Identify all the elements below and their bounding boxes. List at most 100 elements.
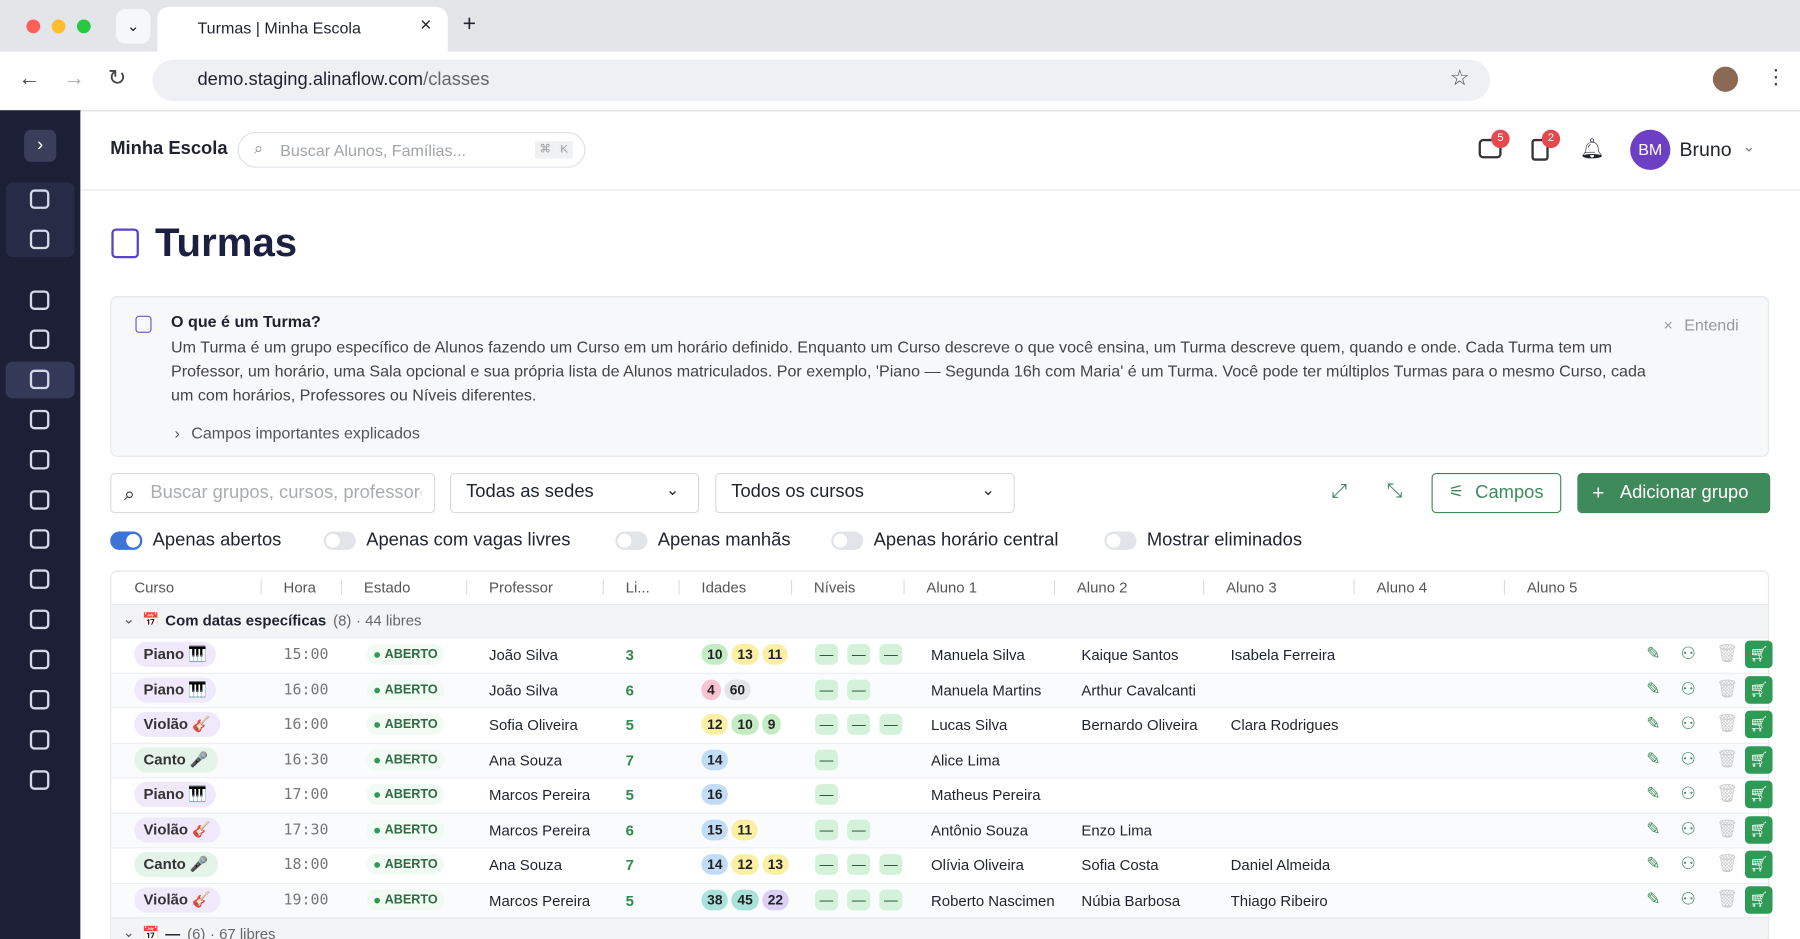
back[interactable]: ← <box>18 66 41 91</box>
cart[interactable]: 🛒︎ <box>1744 710 1773 739</box>
student[interactable]: Bernardo Oliveira <box>1081 716 1198 734</box>
edit[interactable]: ✎ <box>1646 784 1661 804</box>
sidebar-icon[interactable] <box>29 609 50 630</box>
sidebar-icon[interactable] <box>29 730 50 750</box>
sidebar-icon[interactable] <box>29 529 50 549</box>
info-link[interactable]: › Campos importantes explicados <box>174 423 420 442</box>
student[interactable]: Arthur Cavalcanti <box>1081 681 1196 699</box>
reload[interactable]: ↻ <box>107 66 127 91</box>
student[interactable]: Manuela Silva <box>931 646 1025 664</box>
group-toggle[interactable]: ⌄ <box>122 924 135 939</box>
tab-menu[interactable]: ⌄ <box>115 9 151 44</box>
members[interactable]: ⚇ <box>1680 889 1697 909</box>
address-bar[interactable] <box>152 59 1491 102</box>
notifications[interactable]: 🔔︎ <box>1579 137 1605 160</box>
close[interactable] <box>26 19 41 34</box>
sidebar-icon[interactable] <box>29 189 50 209</box>
collapse-all[interactable]: ⤡ <box>1386 479 1403 502</box>
add-button[interactable]: Adicionar grupo <box>1577 472 1771 514</box>
student[interactable]: Enzo Lima <box>1081 821 1152 839</box>
delete[interactable]: 🗑︎ <box>1716 644 1739 664</box>
toggle[interactable] <box>323 531 356 550</box>
edit[interactable]: ✎ <box>1646 889 1661 909</box>
cart[interactable]: 🛒︎ <box>1744 885 1773 914</box>
cart[interactable]: 🛒︎ <box>1744 815 1773 844</box>
student[interactable]: Lucas Silva <box>931 716 1008 734</box>
sidebar-icon[interactable] <box>29 569 50 589</box>
members[interactable]: ⚇ <box>1680 819 1697 839</box>
dismiss-text[interactable]: Entendi <box>1684 315 1739 335</box>
sidebar-icon[interactable] <box>29 649 50 670</box>
info-link-text[interactable]: Campos importantes explicados <box>191 423 420 442</box>
expand-all[interactable]: ⤢ <box>1331 479 1348 502</box>
sidebar-icon[interactable] <box>29 329 50 349</box>
members[interactable]: ⚇ <box>1680 784 1697 804</box>
student[interactable]: Clara Rodrigues <box>1230 716 1339 734</box>
group-toggle[interactable]: ⌄ <box>122 610 135 627</box>
fields-button[interactable]: Campos <box>1431 472 1562 514</box>
sede-select[interactable] <box>450 472 700 514</box>
toggle[interactable] <box>831 531 864 550</box>
sidebar-icon[interactable] <box>29 290 50 310</box>
student[interactable]: Sofia Costa <box>1081 856 1159 874</box>
row[interactable] <box>111 707 1768 744</box>
edit[interactable]: ✎ <box>1646 819 1661 839</box>
delete[interactable]: 🗑︎ <box>1716 714 1739 734</box>
menu[interactable]: ⋮ <box>1765 65 1787 89</box>
cart[interactable]: 🛒︎ <box>1744 745 1773 774</box>
avatar[interactable]: BM <box>1630 129 1671 170</box>
tab-close[interactable]: × <box>420 13 432 36</box>
delete[interactable]: 🗑︎ <box>1716 784 1739 804</box>
edit[interactable]: ✎ <box>1646 854 1661 874</box>
edit[interactable]: ✎ <box>1646 714 1661 734</box>
sidebar-icon[interactable] <box>29 229 50 250</box>
student[interactable]: Kaique Santos <box>1081 646 1179 664</box>
messages[interactable] <box>1478 138 1502 159</box>
members[interactable]: ⚇ <box>1680 644 1697 664</box>
cart[interactable]: 🛒︎ <box>1744 640 1773 669</box>
student[interactable]: Matheus Pereira <box>931 786 1041 804</box>
minimize[interactable] <box>51 19 66 34</box>
global-search[interactable] <box>237 132 586 168</box>
group-search[interactable] <box>110 472 436 514</box>
forward[interactable]: → <box>63 66 85 91</box>
tab[interactable] <box>157 6 448 52</box>
tasks[interactable] <box>1531 138 1549 161</box>
student[interactable]: Roberto Nascimen <box>931 891 1055 909</box>
maximize[interactable] <box>76 19 91 34</box>
cart[interactable]: 🛒︎ <box>1744 780 1773 809</box>
members[interactable]: ⚇ <box>1680 679 1697 699</box>
toggle[interactable] <box>1104 531 1137 550</box>
student[interactable]: Alice Lima <box>931 751 1000 769</box>
cart[interactable]: 🛒︎ <box>1744 850 1773 879</box>
members[interactable]: ⚇ <box>1680 749 1697 769</box>
members[interactable]: ⚇ <box>1680 854 1697 874</box>
sidebar-icon[interactable] <box>29 369 50 390</box>
cart[interactable]: 🛒︎ <box>1744 675 1773 704</box>
toggle[interactable] <box>110 531 143 550</box>
delete[interactable]: 🗑︎ <box>1716 749 1739 769</box>
info-dismiss[interactable]: × Entendi <box>1663 315 1739 335</box>
student[interactable]: Thiago Ribeiro <box>1230 891 1328 909</box>
edit[interactable]: ✎ <box>1646 749 1661 769</box>
user-name[interactable]: Bruno <box>1679 138 1732 161</box>
student[interactable]: Olívia Oliveira <box>931 856 1024 874</box>
members[interactable]: ⚇ <box>1680 714 1697 734</box>
sidebar-icon[interactable] <box>29 409 50 430</box>
edit[interactable]: ✎ <box>1646 679 1661 699</box>
curso-select[interactable] <box>715 472 1015 514</box>
sidebar-icon[interactable] <box>29 770 50 790</box>
sidebar-icon[interactable] <box>29 689 50 710</box>
user-menu[interactable]: ⌄ <box>1742 137 1756 155</box>
profile[interactable] <box>1712 66 1739 92</box>
delete[interactable]: 🗑︎ <box>1716 819 1739 839</box>
sidebar-toggle[interactable]: › <box>24 129 57 162</box>
edit[interactable]: ✎ <box>1646 644 1661 664</box>
delete[interactable]: 🗑︎ <box>1716 889 1739 909</box>
student[interactable]: Daniel Almeida <box>1230 856 1331 874</box>
delete[interactable]: 🗑︎ <box>1716 679 1739 699</box>
student[interactable]: Isabela Ferreira <box>1230 646 1336 664</box>
student[interactable]: Antônio Souza <box>931 821 1029 839</box>
sidebar-icon[interactable] <box>29 450 50 470</box>
bookmark[interactable]: ☆ <box>1449 66 1470 91</box>
